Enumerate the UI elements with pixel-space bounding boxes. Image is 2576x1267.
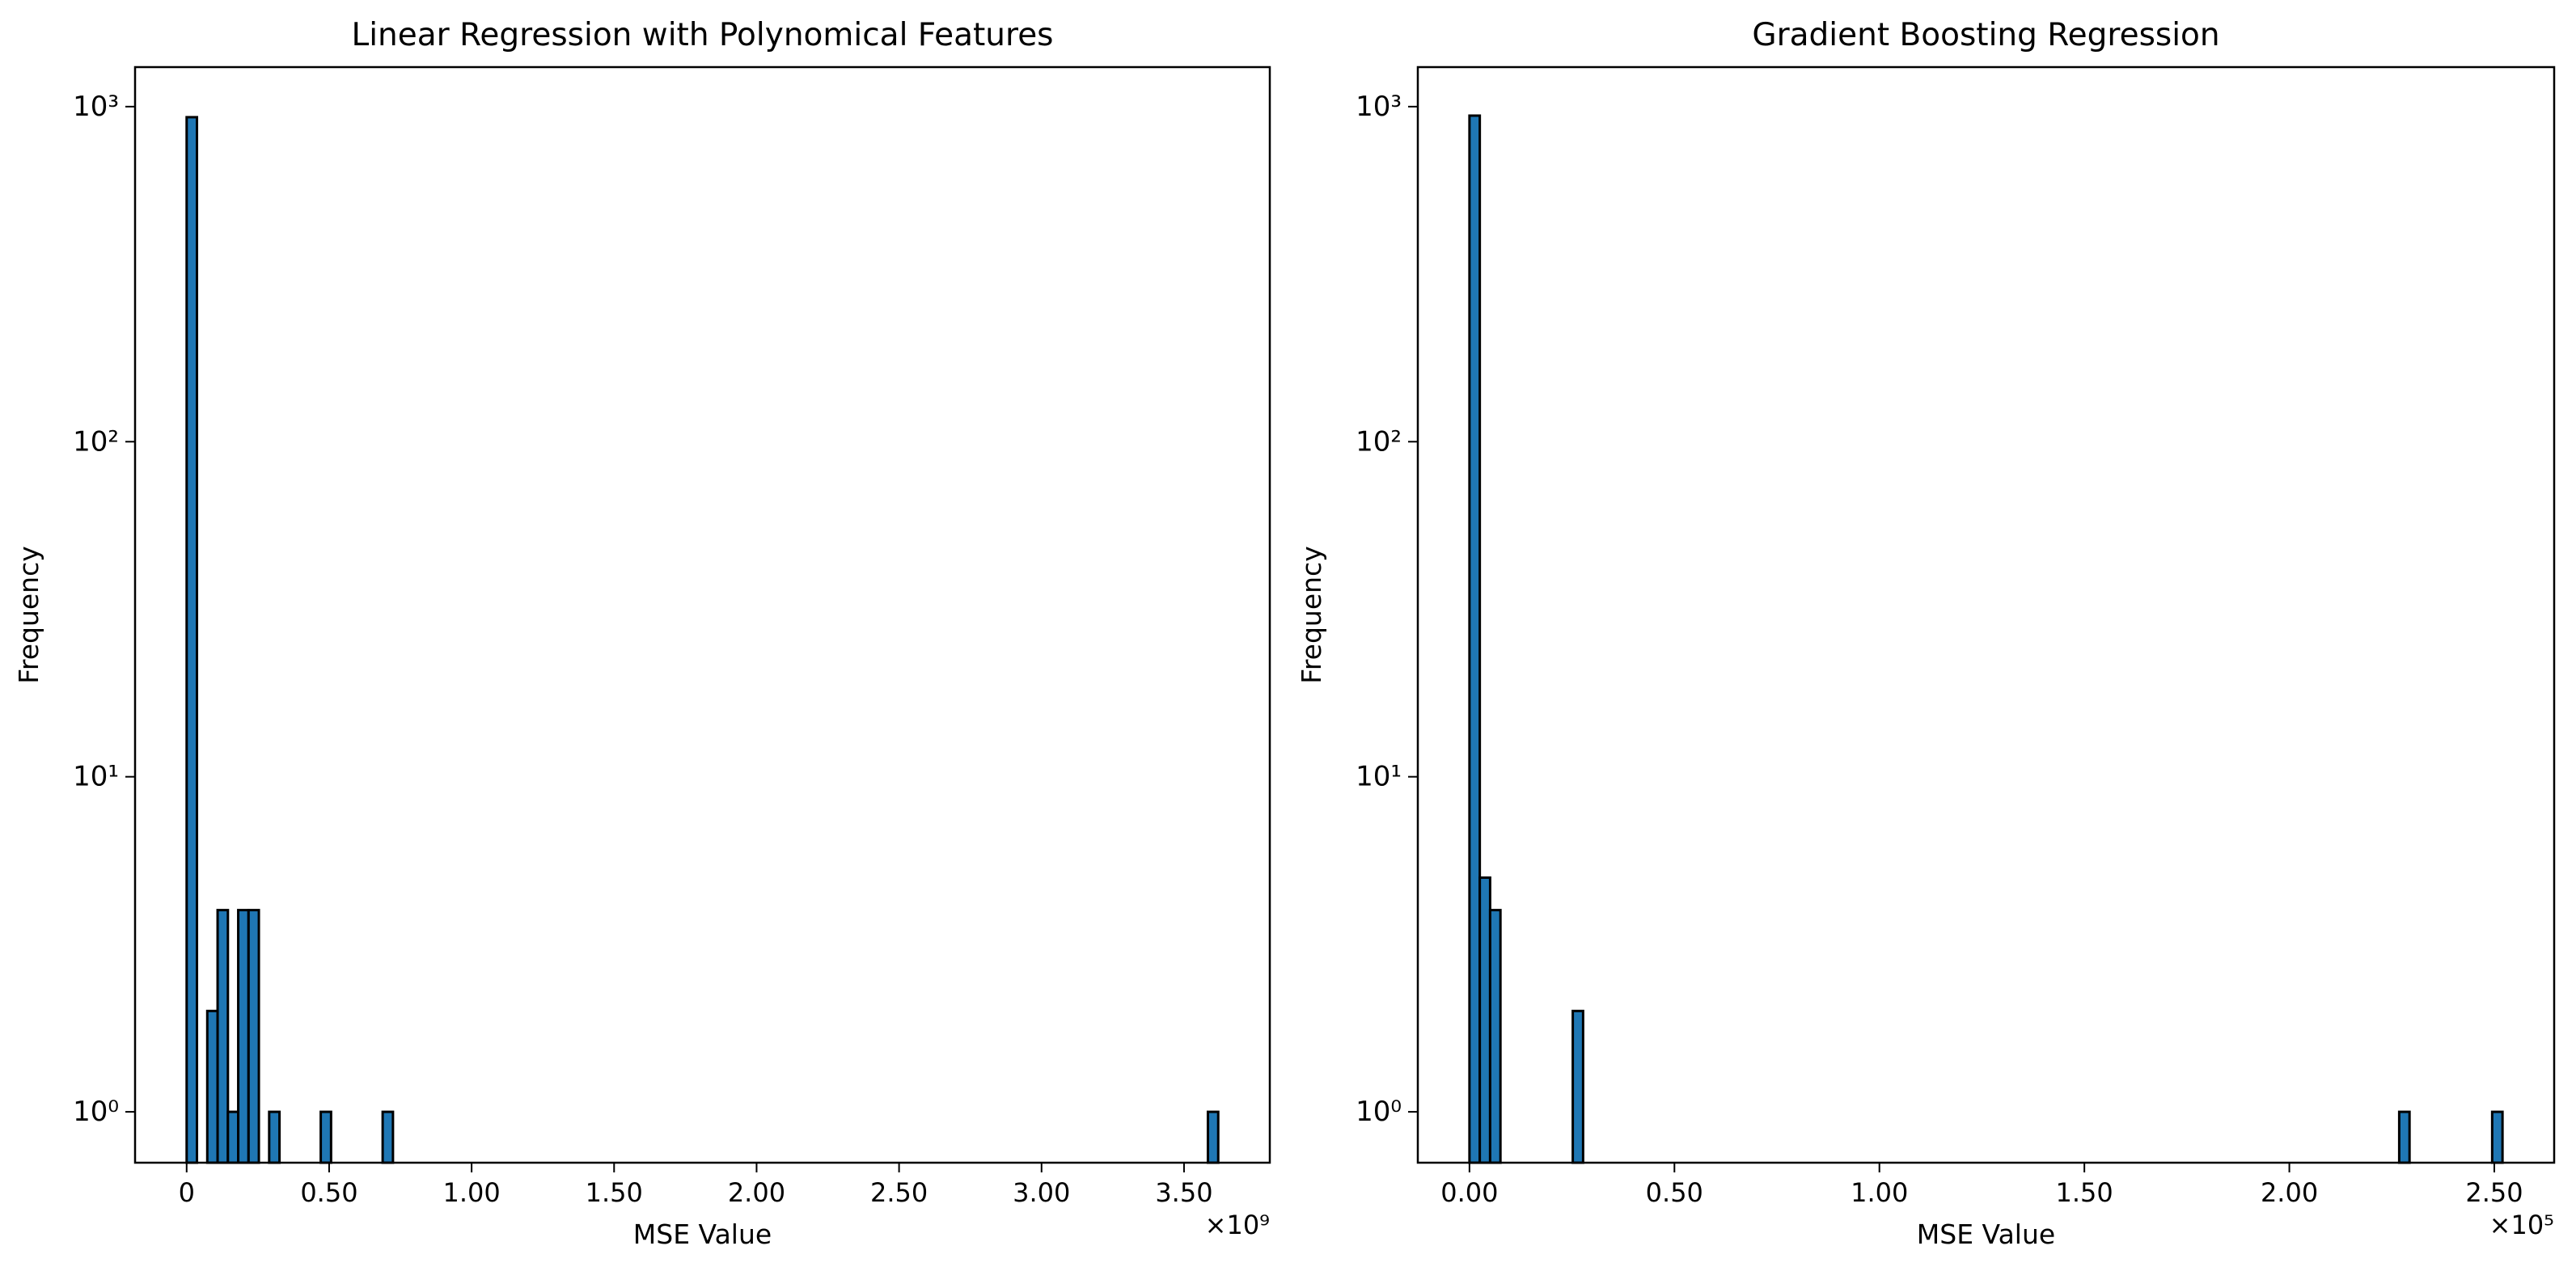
x-tick-label: 3.00 — [1013, 1177, 1070, 1208]
histogram-bar — [2490, 1110, 2504, 1164]
histogram-bar — [268, 1110, 281, 1164]
x-tick-label: 0 — [179, 1177, 195, 1208]
x-offset-text: ×10⁹ — [1205, 1210, 1270, 1240]
histogram-bar — [247, 909, 260, 1164]
y-tick-label: 10⁰ — [73, 1096, 119, 1128]
x-tick-label: 0.50 — [1646, 1177, 1703, 1208]
x-offset-text: ×10⁵ — [2489, 1210, 2554, 1240]
x-axis-label: MSE Value — [1917, 1218, 2055, 1250]
axes-frame — [1416, 65, 2556, 1164]
x-tick-label: 2.00 — [728, 1177, 785, 1208]
histogram-bar — [237, 909, 250, 1164]
histogram-bar — [205, 1009, 219, 1164]
y-tick-label: 10² — [1356, 425, 1402, 458]
y-tick-label: 10⁰ — [1356, 1096, 1402, 1128]
histogram-bar — [216, 909, 230, 1164]
x-tick-label: 0.50 — [300, 1177, 357, 1208]
histogram-bar — [185, 116, 199, 1164]
y-tick-label: 10² — [73, 425, 119, 458]
histogram-bar — [226, 1110, 240, 1164]
x-tick-label: 2.50 — [2465, 1177, 2523, 1208]
histogram-bar — [1206, 1110, 1220, 1164]
histogram-bar — [1468, 114, 1482, 1164]
x-tick-label: 3.50 — [1155, 1177, 1212, 1208]
histogram-bar — [319, 1110, 332, 1164]
x-tick-label: 1.50 — [586, 1177, 643, 1208]
chart-title: Linear Regression with Polynomical Featu… — [351, 17, 1053, 53]
x-axis-label: MSE Value — [633, 1218, 772, 1250]
x-tick-label: 1.00 — [1851, 1177, 1908, 1208]
histogram-bar — [1571, 1009, 1584, 1164]
chart-title: Gradient Boosting Regression — [1752, 17, 2219, 53]
y-tick-label: 10¹ — [73, 761, 119, 793]
histogram-bar — [2397, 1110, 2411, 1164]
y-axis-label: Frequency — [13, 546, 44, 683]
x-tick-label: 2.00 — [2261, 1177, 2318, 1208]
y-tick-label: 10³ — [73, 91, 119, 123]
x-tick-label: 0.00 — [1440, 1177, 1498, 1208]
x-tick-label: 2.50 — [870, 1177, 928, 1208]
axes-frame — [133, 65, 1271, 1164]
x-tick-label: 1.50 — [2056, 1177, 2113, 1208]
y-axis-label: Frequency — [1296, 546, 1327, 683]
x-tick-label: 1.00 — [442, 1177, 500, 1208]
histogram-bar — [1488, 909, 1502, 1164]
y-tick-label: 10³ — [1356, 91, 1402, 123]
histogram-bar — [381, 1110, 395, 1164]
histogram-bar — [1478, 876, 1491, 1164]
y-tick-label: 10¹ — [1356, 761, 1402, 793]
